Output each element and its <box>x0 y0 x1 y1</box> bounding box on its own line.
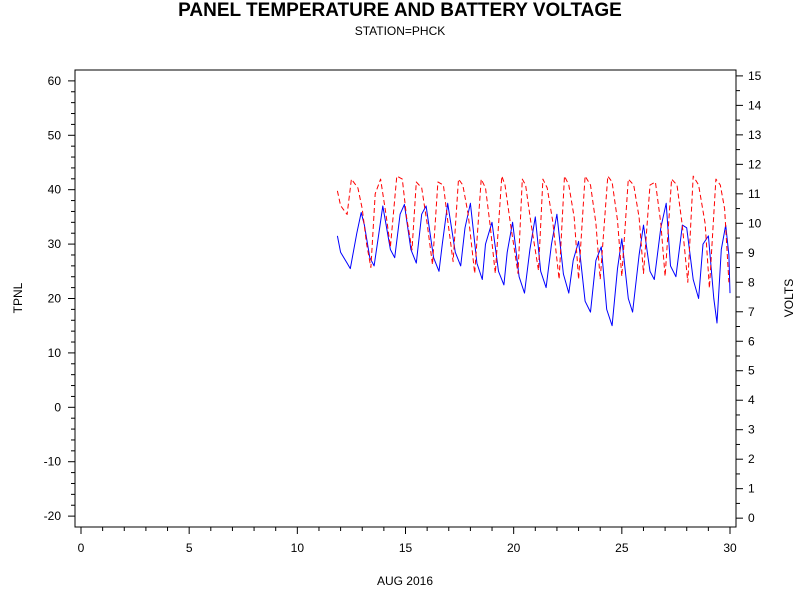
plot-frame <box>74 69 737 528</box>
x-tick-label: 25 <box>615 541 629 555</box>
chart-title: PANEL TEMPERATURE AND BATTERY VOLTAGE <box>178 0 622 21</box>
y-left-tick-label: 10 <box>48 346 62 360</box>
y-left-axis: -20 -10 0 10 20 30 40 50 60 <box>44 74 75 523</box>
y-right-tick-label: 9 <box>748 246 755 260</box>
y-right-tick-label: 8 <box>748 275 755 289</box>
y-left-tick-label: -20 <box>44 509 62 523</box>
x-tick-label: 10 <box>291 541 305 555</box>
y-right-tick-label: 13 <box>748 128 762 142</box>
y-left-tick-label: 0 <box>54 400 61 414</box>
x-tick-label: 15 <box>399 541 413 555</box>
chart-subtitle: STATION=PHCK <box>354 24 446 38</box>
series-line-volts <box>336 175 730 289</box>
y-right-tick-label: 3 <box>748 423 755 437</box>
y-right-axis-label: VOLTS <box>782 279 796 317</box>
y-right-tick-label: 7 <box>748 305 755 319</box>
y-right-tick-label: 6 <box>748 334 755 348</box>
y-left-tick-label: 30 <box>48 237 62 251</box>
x-tick-label: 0 <box>78 541 85 555</box>
y-right-tick-label: 11 <box>748 187 761 201</box>
y-right-tick-label: 2 <box>748 452 755 466</box>
y-left-tick-label: 20 <box>48 292 62 306</box>
y-left-tick-label: 60 <box>48 74 62 88</box>
y-left-axis-label: TPNL <box>11 282 25 313</box>
x-tick-label: 30 <box>723 541 737 555</box>
y-right-tick-label: 5 <box>748 364 755 378</box>
y-right-tick-label: 14 <box>748 98 762 112</box>
y-right-tick-label: 12 <box>748 157 762 171</box>
y-left-tick-label: 50 <box>48 128 62 142</box>
series-layer <box>336 175 731 327</box>
x-tick-label: 5 <box>186 541 193 555</box>
y-right-tick-label: 0 <box>748 511 755 525</box>
y-right-tick-label: 1 <box>748 482 755 496</box>
y-left-tick-label: -10 <box>44 455 62 469</box>
y-right-tick-label: 10 <box>748 216 762 230</box>
y-right-tick-label: 4 <box>748 393 755 407</box>
y-left-tick-label: 40 <box>48 183 62 197</box>
x-axis-label: AUG 2016 <box>377 574 433 588</box>
series-line-tpnl <box>336 202 731 327</box>
x-axis: 0 5 10 15 20 25 30 <box>78 527 737 555</box>
y-right-tick-label: 15 <box>748 69 762 83</box>
x-tick-label: 20 <box>507 541 521 555</box>
